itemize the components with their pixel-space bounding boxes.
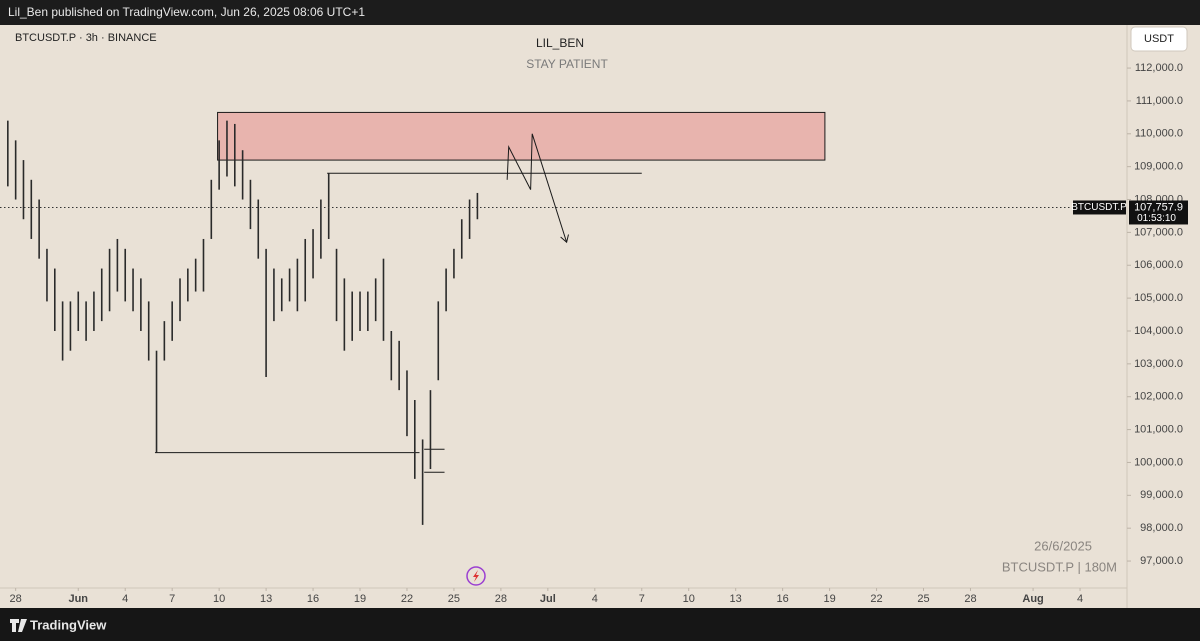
projection-path <box>506 133 568 243</box>
y-tick-label: 109,000.0 <box>1134 161 1183 173</box>
watermark-symbol: BTCUSDT.P | 180M <box>1002 559 1117 574</box>
x-tick-label: 22 <box>870 593 882 605</box>
projection-arrow <box>560 234 569 244</box>
x-tick-label: 4 <box>592 593 598 605</box>
y-tick-label: 99,000.0 <box>1140 489 1183 501</box>
x-tick-label: 19 <box>823 593 835 605</box>
x-tick-label: 25 <box>917 593 929 605</box>
header-bar <box>0 0 1200 25</box>
x-tick-label: 16 <box>307 593 319 605</box>
footer-text: TradingView <box>30 617 107 632</box>
y-tick-label: 105,000.0 <box>1134 292 1183 304</box>
y-tick-label: 112,000.0 <box>1135 62 1183 74</box>
footer-bar <box>0 608 1200 641</box>
x-tick-label: Aug <box>1022 593 1043 605</box>
y-tick-label: 97,000.0 <box>1140 555 1183 567</box>
x-tick-label: 28 <box>10 593 22 605</box>
header-text: Lil_Ben published on TradingView.com, Ju… <box>8 5 365 19</box>
x-tick-label: 19 <box>354 593 366 605</box>
x-tick-label: 7 <box>169 593 175 605</box>
last-price-symbol-box <box>1073 200 1126 215</box>
x-tick-label: 10 <box>683 593 695 605</box>
currency-button[interactable] <box>1130 26 1188 52</box>
x-tick-label: 13 <box>730 593 742 605</box>
y-tick-label: 98,000.0 <box>1140 522 1183 534</box>
currency-label[interactable]: USDT <box>1144 33 1174 45</box>
event-icon-bolt <box>473 570 479 582</box>
x-tick-label: 4 <box>1077 593 1083 605</box>
event-icon[interactable] <box>466 566 486 586</box>
watermark-date: 26/6/2025 <box>1034 538 1092 553</box>
x-tick-label: Jun <box>68 593 88 605</box>
y-tick-label: 107,000.0 <box>1134 226 1183 238</box>
x-tick-label: 22 <box>401 593 413 605</box>
last-price-label: 107,757.9 <box>1134 201 1183 213</box>
x-tick-label: 7 <box>639 593 645 605</box>
y-tick-label: 101,000.0 <box>1134 423 1183 435</box>
last-price-box <box>1129 200 1188 225</box>
symbol-label: BTCUSDT.P · 3h · BINANCE <box>15 32 157 44</box>
x-tick-label: Jul <box>540 593 556 605</box>
countdown: 01:53:10 <box>1137 213 1176 224</box>
chart-title: LIL_BEN <box>536 36 584 50</box>
x-tick-label: 10 <box>213 593 225 605</box>
supply-zone <box>217 111 826 161</box>
y-tick-label: 110,000.0 <box>1135 128 1183 140</box>
y-tick-label: 103,000.0 <box>1134 358 1183 370</box>
x-tick-label: 13 <box>260 593 272 605</box>
logo-icon <box>10 619 27 632</box>
y-tick-label: 111,000.0 <box>1136 95 1183 107</box>
x-tick-label: 25 <box>448 593 460 605</box>
x-tick-label: 28 <box>964 593 976 605</box>
y-tick-label: 104,000.0 <box>1134 325 1183 337</box>
chart-subtitle: STAY PATIENT <box>526 57 608 71</box>
x-tick-label: 28 <box>495 593 507 605</box>
y-tick-label: 102,000.0 <box>1134 391 1183 403</box>
x-tick-label: 16 <box>777 593 789 605</box>
x-tick-label: 4 <box>122 593 128 605</box>
y-tick-label: 106,000.0 <box>1134 259 1183 271</box>
last-price-symbol: BTCUSDT.P <box>1071 202 1127 213</box>
y-tick-label: 100,000.0 <box>1134 456 1183 468</box>
